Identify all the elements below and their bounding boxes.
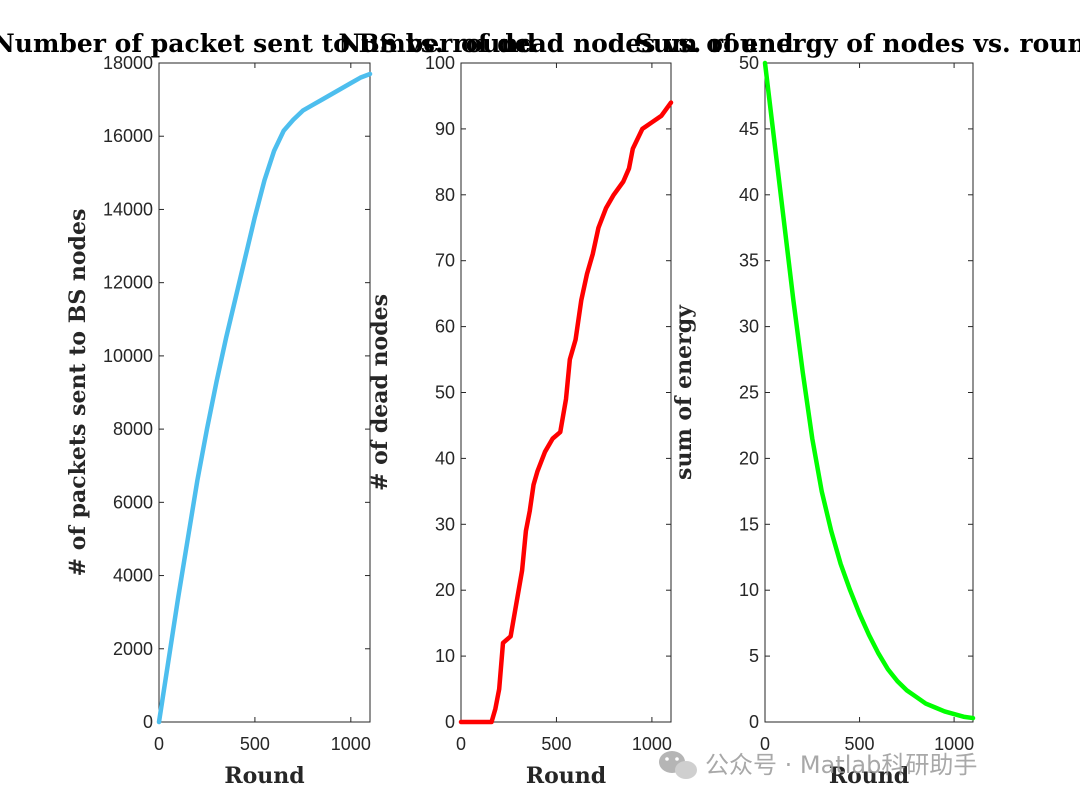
y-tick-label: 2000 xyxy=(113,639,153,659)
y-tick-label: 100 xyxy=(425,53,455,73)
y-tick-label: 16000 xyxy=(103,126,153,146)
y-tick-label: 12000 xyxy=(103,273,153,293)
y-tick-label: 60 xyxy=(435,317,455,337)
x-axis-label: Round xyxy=(224,763,304,789)
y-tick-label: 40 xyxy=(739,185,759,205)
y-tick-label: 30 xyxy=(739,317,759,337)
y-tick-label: 8000 xyxy=(113,419,153,439)
y-tick-label: 10 xyxy=(739,580,759,600)
subplots: 0200040006000800010000120001400016000180… xyxy=(0,29,1080,789)
y-tick-label: 10 xyxy=(435,646,455,666)
x-tick-label: 0 xyxy=(760,734,770,754)
y-tick-label: 0 xyxy=(749,712,759,732)
y-tick-label: 50 xyxy=(739,53,759,73)
y-tick-label: 90 xyxy=(435,119,455,139)
y-tick-label: 30 xyxy=(435,514,455,534)
x-axis-label: Round xyxy=(829,763,909,789)
y-tick-label: 70 xyxy=(435,251,455,271)
chart-title: Number of dead nodes vs. round xyxy=(338,29,793,58)
y-tick-label: 15 xyxy=(739,514,759,534)
x-tick-label: 1000 xyxy=(934,734,974,754)
y-axis-label: sum of energy xyxy=(671,304,697,480)
x-tick-label: 500 xyxy=(845,734,875,754)
y-tick-label: 50 xyxy=(435,383,455,403)
x-tick-label: 0 xyxy=(456,734,466,754)
chart-title: Number of packet sent to BS vs. round xyxy=(0,29,536,58)
series-line xyxy=(156,71,373,725)
x-tick-label: 500 xyxy=(240,734,270,754)
y-tick-label: 4000 xyxy=(113,566,153,586)
x-tick-label: 500 xyxy=(541,734,571,754)
chart-title: Sum of energy of nodes vs. round xyxy=(635,29,1080,58)
y-tick-label: 6000 xyxy=(113,492,153,512)
y-tick-label: 35 xyxy=(739,251,759,271)
y-axis-label: # of packets sent to BS nodes xyxy=(65,209,91,577)
y-tick-label: 40 xyxy=(435,448,455,468)
axes-box xyxy=(158,62,371,723)
series-line xyxy=(458,100,674,725)
y-tick-label: 80 xyxy=(435,185,455,205)
x-tick-label: 0 xyxy=(154,734,164,754)
y-tick-label: 14000 xyxy=(103,199,153,219)
watermark-text: 公众号 · Matlab科研助手 xyxy=(705,751,977,779)
axes-box xyxy=(764,62,974,723)
y-tick-label: 45 xyxy=(739,119,759,139)
y-tick-label: 20 xyxy=(435,580,455,600)
wechat-icon xyxy=(659,751,697,779)
y-tick-label: 20 xyxy=(739,448,759,468)
y-tick-label: 5 xyxy=(749,646,759,666)
x-tick-label: 1000 xyxy=(331,734,371,754)
x-tick-label: 1000 xyxy=(632,734,672,754)
y-axis-label: # of dead nodes xyxy=(367,294,393,491)
series-line xyxy=(762,60,976,721)
x-axis-label: Round xyxy=(526,763,606,789)
y-tick-label: 0 xyxy=(445,712,455,732)
y-tick-label: 10000 xyxy=(103,346,153,366)
y-tick-label: 18000 xyxy=(103,53,153,73)
y-tick-label: 0 xyxy=(143,712,153,732)
y-tick-label: 25 xyxy=(739,383,759,403)
subplot-1: 0200040006000800010000120001400016000180… xyxy=(0,29,536,789)
watermark: 公众号 · Matlab科研助手 xyxy=(659,751,977,779)
